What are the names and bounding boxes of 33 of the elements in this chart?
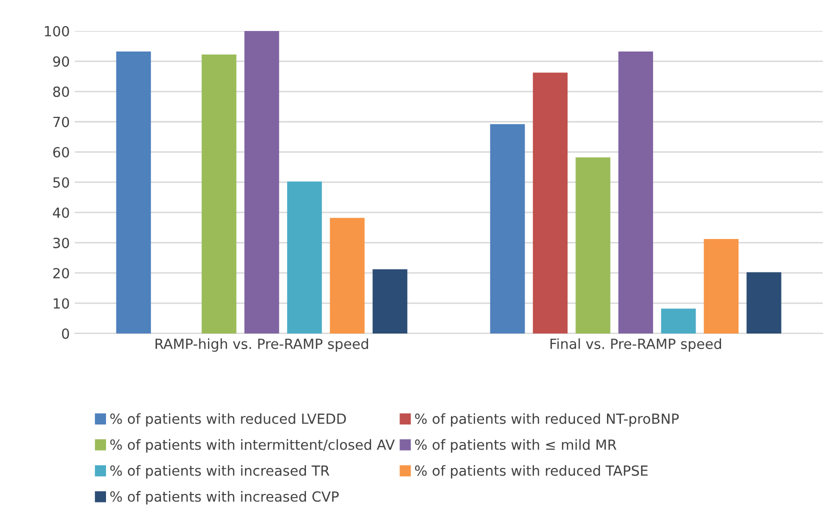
bar: [330, 218, 365, 334]
bar: [116, 51, 151, 334]
legend-label: % of patients with intermittent/closed AV: [110, 439, 395, 453]
bar: [287, 182, 322, 334]
y-tick-label: 80: [53, 86, 70, 97]
y-tick-label: 40: [52, 207, 70, 218]
bar: [244, 31, 280, 334]
legend-label: % of patients with ≤ mild MR: [415, 439, 616, 453]
legend-label: % of patients with increased TR: [110, 465, 330, 479]
bar: [490, 124, 525, 334]
x-tick-label: Final vs. Pre-RAMP speed: [550, 338, 722, 352]
legend-label: % of patients with reduced LVEDD: [110, 413, 346, 427]
bar: [576, 157, 610, 334]
legend-label: % of patients with reduced NT-proBNP: [415, 413, 679, 427]
y-tick-label: 60: [53, 146, 70, 158]
y-tick-label: 70: [53, 116, 70, 128]
bar: [746, 272, 782, 334]
bar: [661, 308, 696, 334]
x-tick-label: RAMP-high vs. Pre-RAMP speed: [156, 338, 368, 352]
bar: [202, 54, 236, 334]
y-tick-label: 0: [62, 328, 70, 339]
y-tick-label: 20: [53, 268, 70, 278]
bar: [618, 51, 654, 334]
y-tick-label: 90: [53, 56, 70, 67]
bar: [532, 72, 568, 334]
y-tick-label: 100: [44, 26, 70, 36]
y-tick-label: 10: [54, 298, 70, 309]
legend-label: % of patients with increased CVP: [110, 491, 339, 504]
bar: [372, 269, 408, 334]
y-tick-label: 50: [53, 177, 70, 188]
y-tick-label: 30: [53, 238, 70, 248]
bar: [704, 239, 739, 334]
legend-label: % of patients with reduced TAPSE: [415, 465, 648, 479]
